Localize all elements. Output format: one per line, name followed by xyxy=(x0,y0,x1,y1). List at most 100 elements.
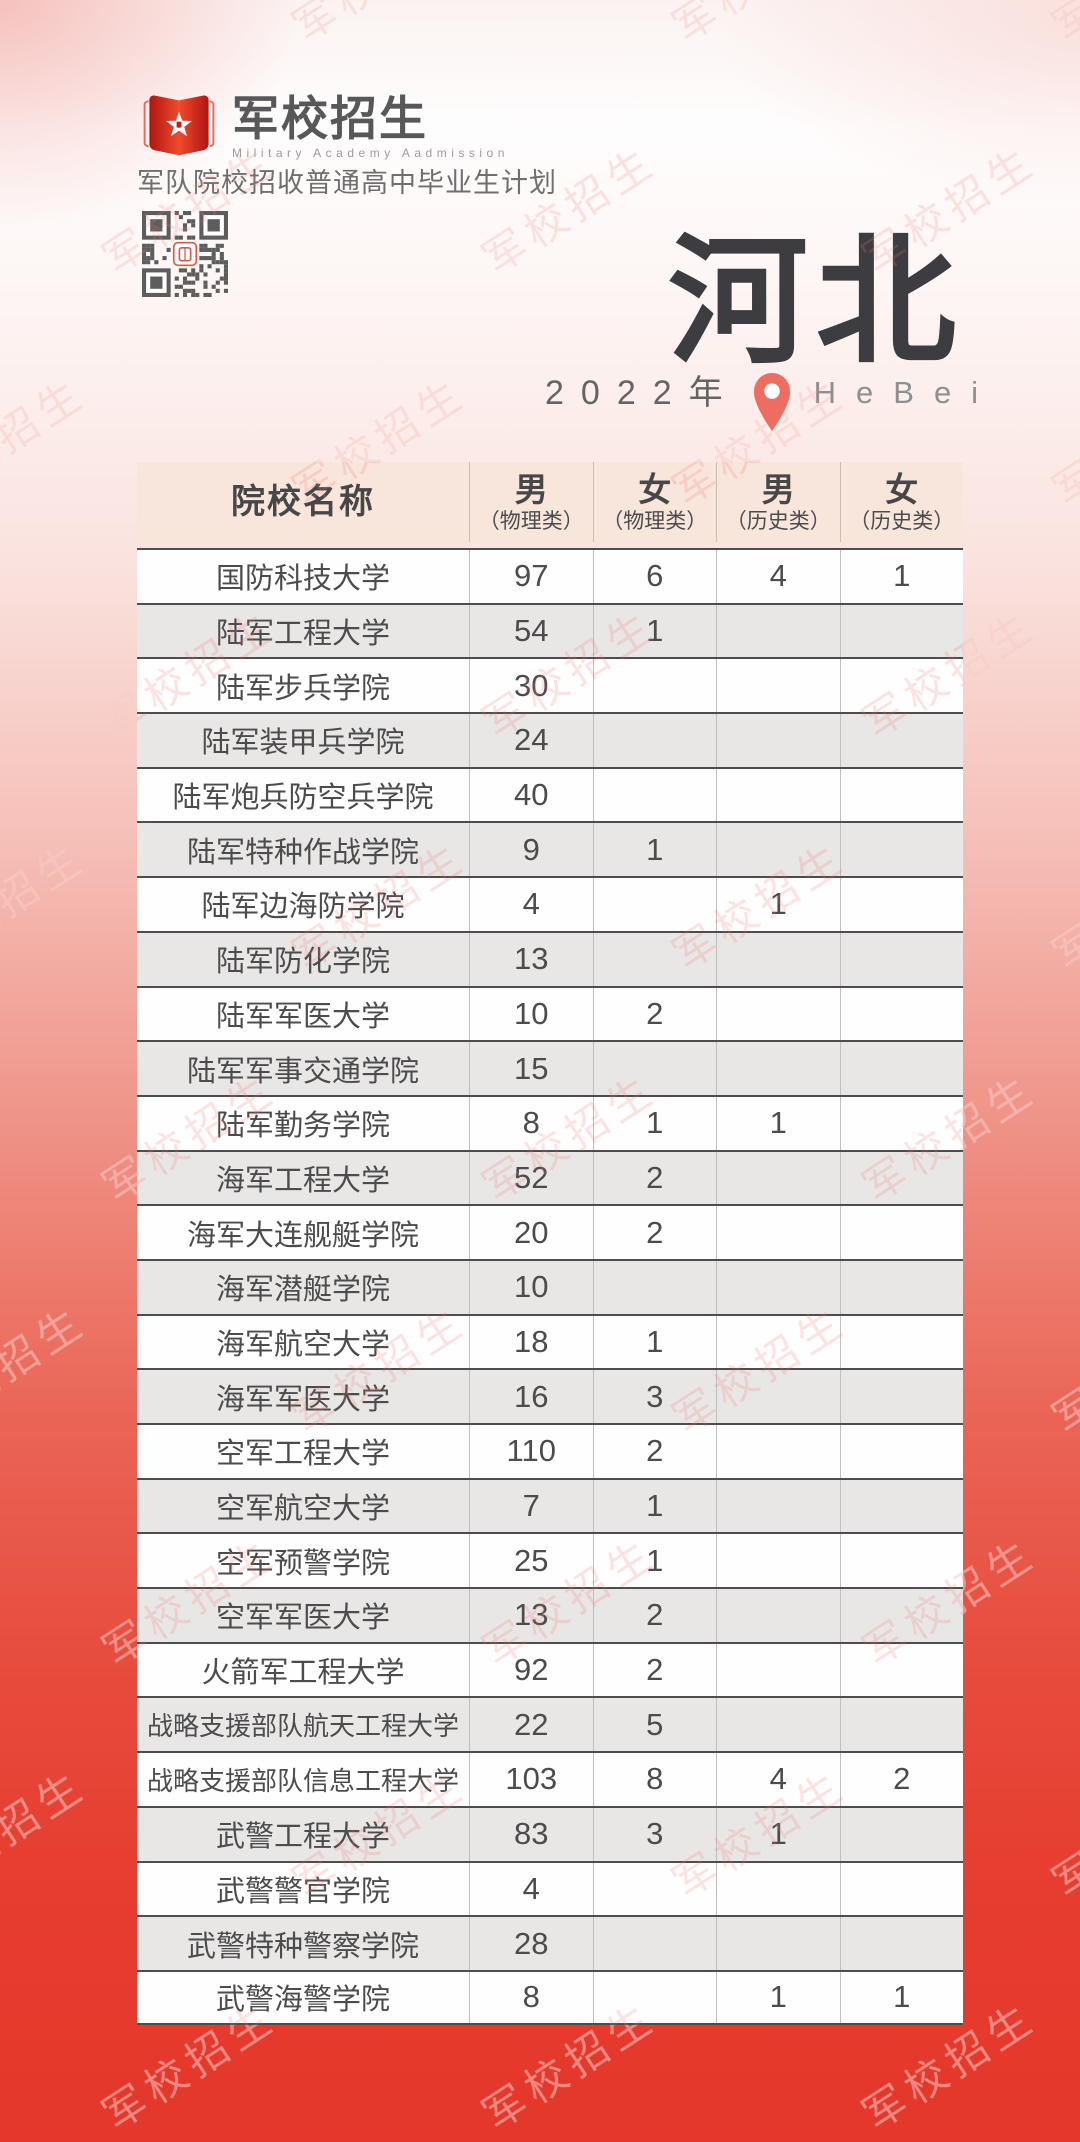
watermark-text: 军校招生 xyxy=(0,1760,95,1908)
quota-cell: 16 xyxy=(469,1370,593,1423)
watermark-text: 军校招生 xyxy=(1044,1760,1080,1908)
school-name-cell: 空军预警学院 xyxy=(215,1547,390,1580)
quota-cell xyxy=(839,987,964,1041)
quota-cell: 1 xyxy=(592,1479,717,1533)
school-name-cell: 武警海警学院 xyxy=(215,1984,390,2017)
school-name-cell: 陆军勤务学院 xyxy=(215,1110,390,1143)
table-row: 陆军防化学院 13 xyxy=(137,930,963,986)
table-row: 陆军工程大学 54 1 xyxy=(137,602,964,658)
quota-cell xyxy=(839,1425,964,1478)
quota-cell xyxy=(716,1151,840,1205)
quota-cell xyxy=(839,1370,964,1423)
quota-cell: 1 xyxy=(592,1096,717,1150)
school-name-cell: 空军工程大学 xyxy=(215,1438,390,1471)
table-row: 火箭军工程大学 92 2 xyxy=(137,1641,963,1697)
watermark-text: 军校招生 xyxy=(1044,832,1080,980)
quota-cell: 2 xyxy=(592,1589,717,1642)
table-row: 战略支援部队信息工程大学 103 8 4 2 xyxy=(137,1751,963,1806)
quota-cell xyxy=(839,1315,964,1369)
quota-cell: 3 xyxy=(592,1370,717,1423)
quota-cell xyxy=(839,1151,964,1205)
logo-block: 军校招生 Military Academy Aadmission xyxy=(138,94,509,160)
quota-cell xyxy=(839,1917,964,1970)
quota-cell xyxy=(839,823,964,877)
quota-cell xyxy=(716,1479,840,1533)
table-row: 陆军步兵学院 30 xyxy=(137,657,963,713)
quota-cell: 10 xyxy=(469,987,593,1041)
quota-cell: 8 xyxy=(469,1971,593,2023)
quota-cell: 1 xyxy=(592,604,717,658)
school-name-cell: 陆军炮兵防空兵学院 xyxy=(172,782,434,815)
quota-cell: 1 xyxy=(839,1971,964,2023)
quota-cell xyxy=(592,659,717,713)
table-row: 国防科技大学 97 6 4 1 xyxy=(137,548,963,603)
program-tagline: 军队院校招收普通高中毕业生计划 xyxy=(137,168,557,198)
quota-cell xyxy=(716,659,840,713)
school-name-cell: 陆军工程大学 xyxy=(215,618,390,651)
logo-subtitle-en: Military Academy Aadmission xyxy=(232,146,509,161)
watermark-text: 军校招生 xyxy=(1044,832,1080,980)
table-row: 武警海警学院 8 1 1 xyxy=(137,1969,964,2025)
quota-cell xyxy=(592,768,717,822)
year-label: 2022年 xyxy=(545,374,740,412)
quota-cell xyxy=(839,1479,964,1533)
watermark-text: 军校招生 xyxy=(0,1296,95,1444)
quota-cell: 1 xyxy=(592,823,717,877)
school-name-cell: 战略支援部队航天工程大学 xyxy=(146,1711,459,1742)
quota-cell xyxy=(839,1807,964,1861)
quota-cell xyxy=(839,1260,964,1314)
quota-cell: 28 xyxy=(469,1917,593,1970)
watermark-text: 军校招生 xyxy=(0,1296,95,1444)
school-name-cell: 海军潜艇学院 xyxy=(215,1274,390,1307)
school-name-cell: 空军军医大学 xyxy=(215,1602,390,1635)
quota-cell xyxy=(716,1917,840,1970)
quota-cell xyxy=(592,1971,717,2023)
quota-cell: 30 xyxy=(469,659,593,713)
quota-cell: 40 xyxy=(469,768,593,822)
table-row: 陆军军医大学 10 2 xyxy=(137,985,964,1041)
watermark-text: 军校招生 xyxy=(1044,1296,1080,1444)
quota-cell xyxy=(716,768,840,822)
quota-cell xyxy=(592,1042,717,1095)
table-row: 陆军装甲兵学院 24 xyxy=(137,712,963,767)
table-row: 武警特种警察学院 28 xyxy=(137,1915,963,1970)
quota-cell: 18 xyxy=(469,1315,593,1369)
column-header-male-history: 男 （历史类） xyxy=(716,462,840,542)
table-row: 陆军特种作战学院 9 1 xyxy=(137,821,964,877)
quota-cell xyxy=(716,1534,840,1588)
location-pin-icon xyxy=(753,373,790,431)
school-name-cell: 陆军特种作战学院 xyxy=(186,836,419,869)
quota-cell xyxy=(839,878,964,931)
school-name-cell: 海军军医大学 xyxy=(215,1383,390,1416)
quota-cell xyxy=(716,823,840,877)
quota-cell xyxy=(716,1206,840,1259)
watermark-text: 军校招生 xyxy=(279,0,477,54)
watermark-text: 军校招生 xyxy=(0,832,95,980)
quota-cell: 97 xyxy=(469,550,593,603)
school-name-cell: 火箭军工程大学 xyxy=(201,1657,405,1690)
quota-cell: 13 xyxy=(469,932,593,986)
school-name-cell: 战略支援部队信息工程大学 xyxy=(146,1765,459,1796)
quota-cell: 3 xyxy=(592,1807,717,1861)
quota-cell xyxy=(716,604,840,658)
table-row: 陆军炮兵防空兵学院 40 xyxy=(137,766,963,822)
year-row: 2022年 HeBei xyxy=(545,372,998,432)
watermark-text: 军校招生 xyxy=(1044,1760,1080,1908)
quota-cell: 2 xyxy=(592,1643,717,1697)
quota-cell: 20 xyxy=(469,1206,593,1259)
quota-cell xyxy=(592,1260,717,1314)
quota-cell: 92 xyxy=(469,1643,593,1697)
quota-cell: 2 xyxy=(592,1151,717,1205)
watermark-text: 军校招生 xyxy=(0,0,97,54)
watermark-text: 军校招生 xyxy=(1039,0,1080,54)
column-header-female-history: 女 （历史类） xyxy=(839,462,964,542)
watermark-text: 军校招生 xyxy=(1044,368,1080,516)
table-header-row: 院校名称 男 （物理类） 女 （物理类） 男 （历史类） 女 （历史类） xyxy=(137,462,963,542)
logo-text: 军校招生 Military Academy Aadmission xyxy=(232,94,509,161)
school-name-cell: 武警特种警察学院 xyxy=(186,1930,419,1963)
quota-cell xyxy=(839,604,964,658)
quota-cell: 103 xyxy=(469,1753,593,1806)
quota-cell xyxy=(839,1534,964,1588)
school-name-cell: 陆军边海防学院 xyxy=(201,891,405,924)
table-row: 陆军边海防学院 4 1 xyxy=(137,876,963,931)
